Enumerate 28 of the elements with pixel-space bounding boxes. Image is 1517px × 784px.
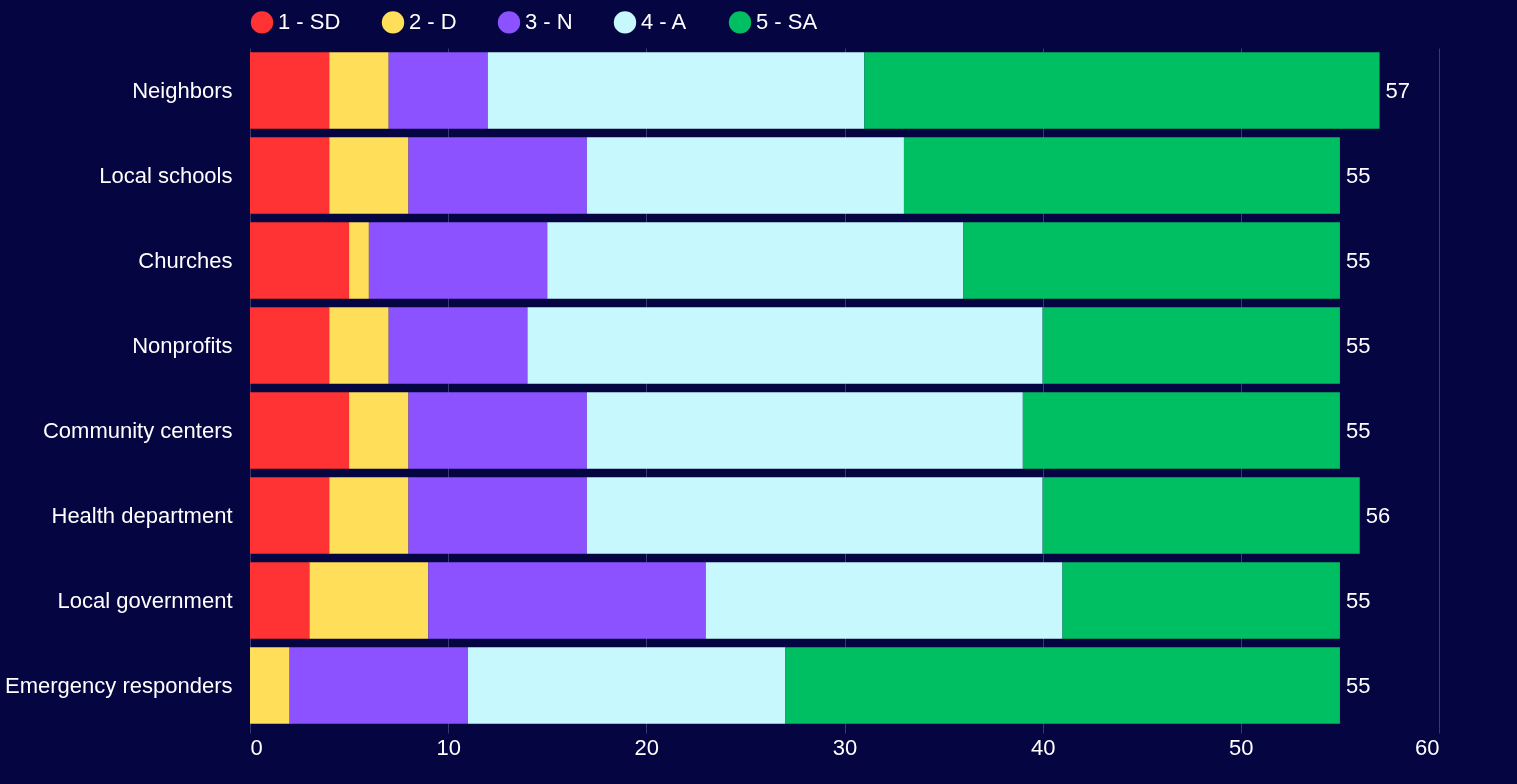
- y-tick-label: Health department: [51, 502, 233, 528]
- y-tick-label: Local schools: [99, 162, 233, 188]
- y-tick-label: Churches: [138, 247, 233, 273]
- legend-label: 4 - A: [641, 9, 687, 35]
- legend-label: 3 - N: [525, 9, 573, 35]
- total-label: 55: [1345, 247, 1371, 273]
- x-tick-label: 40: [1030, 734, 1056, 760]
- total-label: 55: [1345, 162, 1371, 188]
- x-tick-label: 0: [250, 734, 263, 760]
- total-label: 57: [1385, 77, 1411, 103]
- x-tick-label: 20: [634, 734, 660, 760]
- x-tick-label: 60: [1415, 734, 1440, 760]
- total-label: 55: [1345, 332, 1371, 358]
- total-label: 55: [1345, 672, 1371, 698]
- legend-label: 1 - SD: [278, 9, 341, 35]
- total-label: 56: [1365, 502, 1391, 528]
- legend-label: 5 - SA: [756, 9, 818, 35]
- total-label: 55: [1345, 417, 1371, 443]
- x-tick-label: 50: [1229, 734, 1254, 760]
- y-tick-label: Neighbors: [132, 77, 233, 103]
- y-tick-label: Nonprofits: [132, 332, 233, 358]
- x-tick-label: 30: [832, 734, 858, 760]
- y-tick-label: Emergency responders: [5, 672, 233, 698]
- x-tick-label: 10: [436, 734, 461, 760]
- y-tick-label: Community centers: [42, 417, 233, 443]
- total-label: 55: [1345, 587, 1371, 613]
- legend-label: 2 - D: [409, 9, 457, 35]
- y-tick-label: Local government: [57, 587, 233, 613]
